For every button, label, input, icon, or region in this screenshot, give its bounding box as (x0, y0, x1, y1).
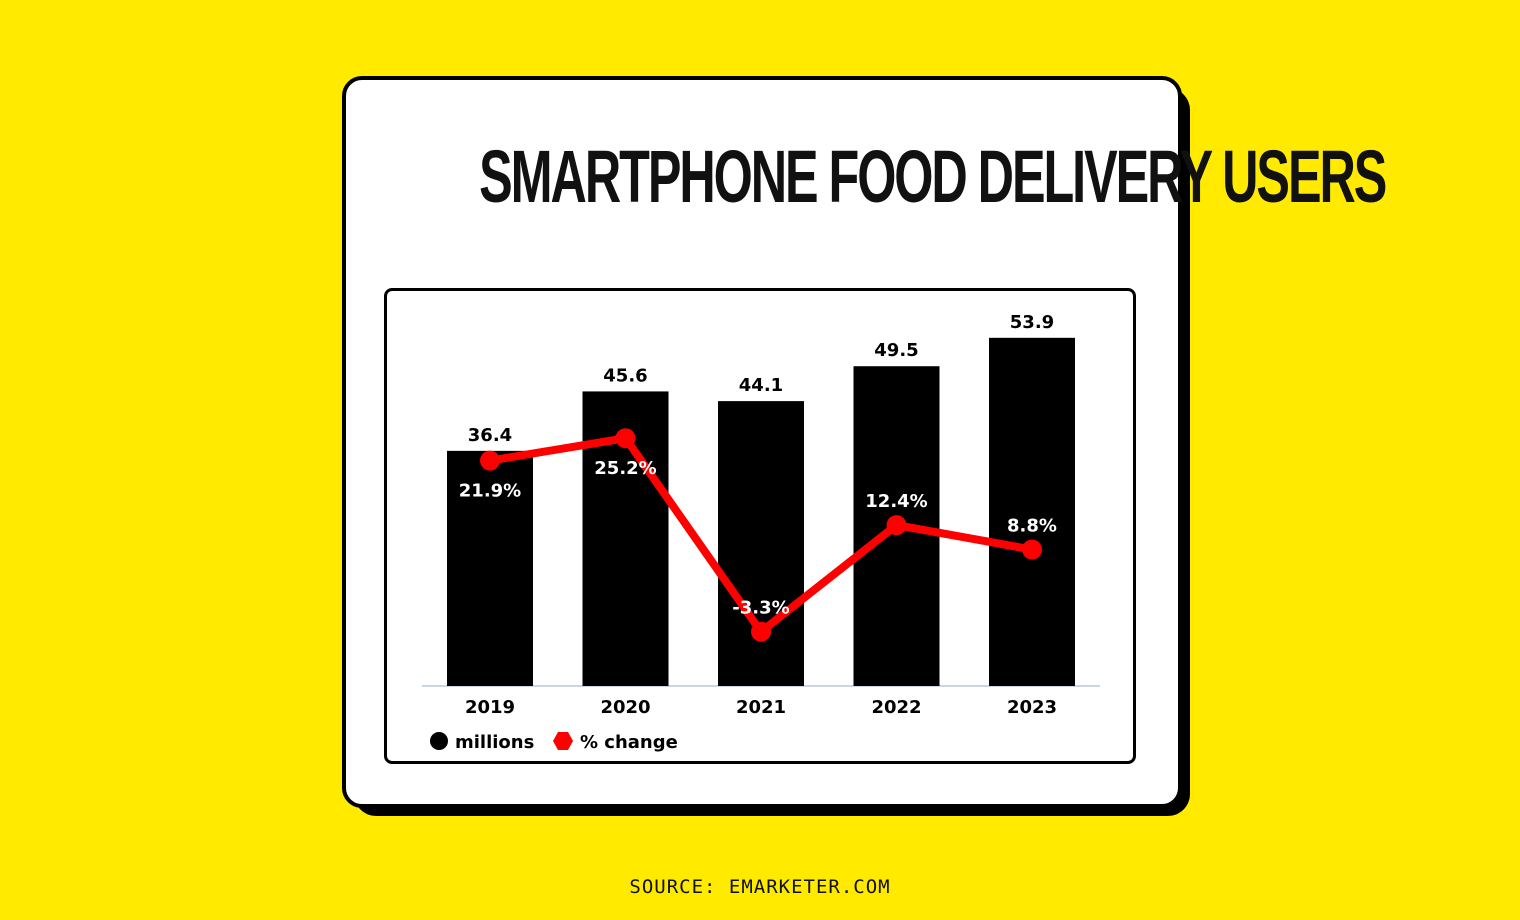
percent-change-point-2023 (1022, 539, 1042, 560)
percent-change-label-2019: 21.9% (459, 481, 521, 502)
bar-label-2022: 49.5 (874, 340, 918, 361)
chart-legend: millions % change (430, 732, 678, 753)
legend-percent-change-label: % change (580, 732, 678, 753)
percent-change-label-2020: 25.2% (594, 458, 656, 479)
bar-2021 (718, 401, 804, 686)
x-tick-2020: 2020 (600, 697, 650, 718)
combo-chart: 36.4 45.6 44.1 49.5 53.9 2019 2020 2021 2022 202… (422, 312, 1100, 753)
x-tick-2021: 2021 (736, 697, 786, 718)
percent-change-point-2019 (480, 450, 500, 471)
percent-change-label-2021: -3.3% (732, 598, 789, 619)
bar-label-2019: 36.4 (468, 425, 512, 446)
bar-2019 (447, 450, 533, 686)
legend-percent-change-icon (553, 732, 573, 750)
bar-label-2021: 44.1 (739, 375, 783, 396)
x-tick-2023: 2023 (1007, 697, 1057, 718)
percent-change-point-2021 (751, 621, 771, 642)
percent-change-point-2020 (615, 428, 636, 449)
x-tick-2022: 2022 (871, 697, 921, 718)
percent-change-point-2022 (886, 515, 907, 536)
bar-label-2020: 45.6 (603, 365, 647, 386)
x-tick-2019: 2019 (465, 697, 515, 718)
page-title: SMARTPHONE FOOD DELIVERY USERS (479, 135, 1387, 218)
legend-millions-label: millions (455, 732, 534, 753)
percent-change-label-2022: 12.4% (865, 491, 927, 512)
percent-change-label-2023: 8.8% (1007, 516, 1057, 537)
bar-label-2023: 53.9 (1010, 312, 1054, 333)
legend-millions-icon (430, 732, 448, 750)
source-note: SOURCE: EMARKETER.COM (629, 876, 891, 898)
bar-2023 (989, 337, 1075, 686)
